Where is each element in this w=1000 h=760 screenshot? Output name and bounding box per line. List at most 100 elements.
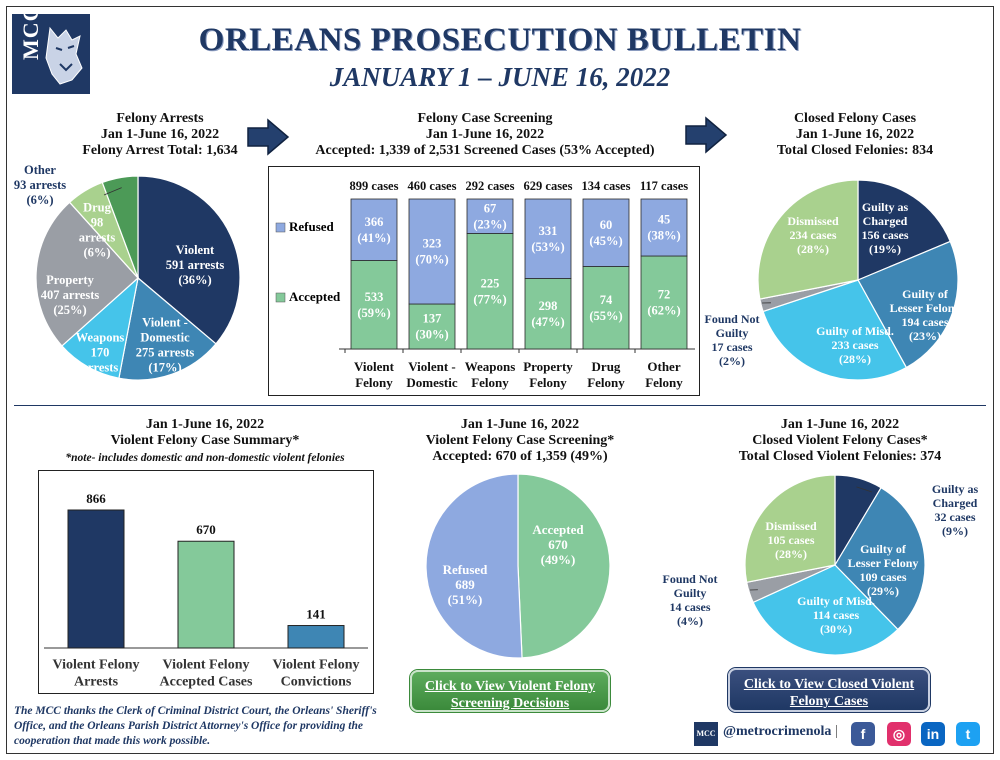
pie-label-refused: Refused 689 (51%) bbox=[443, 562, 489, 607]
pie-slice-guilty-of-misd bbox=[762, 279, 908, 381]
bar-accepted-drug-felony bbox=[582, 266, 630, 350]
x-tick-label: Violent -Domestic bbox=[406, 359, 457, 390]
closed-felony-header: Closed Felony Cases Jan 1-June 16, 2022 … bbox=[740, 111, 970, 159]
bar-value-label: 866 bbox=[86, 491, 106, 506]
pie-label-weapons: Weapons 170 arrests (10%) bbox=[76, 331, 125, 390]
bar-total-label: 629 cases bbox=[524, 179, 573, 193]
closed-violent-total: Total Closed Violent Felonies: 374 bbox=[738, 449, 942, 464]
view-closed-violent-button[interactable]: Click to View Closed Violent Felony Case… bbox=[728, 668, 930, 712]
bar-accepted-property-felony bbox=[524, 278, 572, 350]
arrow-right-icon bbox=[685, 116, 728, 154]
x-tick-label: Drug Felony bbox=[587, 359, 625, 390]
pie-label-guilty-of-misd: Guilty of Misd. 114 cases (30%) bbox=[797, 594, 875, 636]
felony-arrests-title: Felony Arrests bbox=[116, 111, 204, 126]
pie-label-violent: Violent 591 arrests (36%) bbox=[166, 243, 225, 287]
bulletin-date-range: JANUARY 1 – JUNE 16, 2022 bbox=[329, 62, 671, 92]
pie-slice-property bbox=[35, 201, 139, 347]
legend-refused-swatch bbox=[275, 222, 286, 233]
bulletin-frame bbox=[6, 6, 994, 754]
bar-refused-drug-felony bbox=[582, 198, 630, 267]
logo-text: MCC bbox=[18, 4, 43, 60]
pie-slice-violent bbox=[137, 175, 241, 345]
social-handle[interactable]: @metrocrimenola bbox=[723, 724, 832, 739]
felony-screening-dates: Jan 1-June 16, 2022 bbox=[425, 127, 545, 142]
pie-slice-accepted bbox=[517, 473, 611, 659]
legend-accepted-swatch bbox=[275, 292, 286, 303]
bar-total-label: 134 cases bbox=[582, 179, 631, 193]
violent-screening-pie-chart: Accepted 670 (49%) Refused 689 (51%) bbox=[425, 473, 611, 659]
pie-label-guilty-of-lesser-felony: Guilty of Lesser Felony 109 cases (29%) bbox=[848, 542, 919, 598]
pie-label-guilty-as-charged: Guilty as Charged 156 cases (19%) bbox=[862, 200, 909, 256]
mcc-small-logo: MCC bbox=[694, 722, 718, 746]
facebook-icon[interactable]: f bbox=[851, 722, 875, 746]
pie-leader-line bbox=[856, 486, 873, 493]
linkedin-icon[interactable]: in bbox=[921, 722, 945, 746]
pie-label-found-not-guilty: Found Not Guilty 14 cases (4%) bbox=[662, 572, 717, 628]
violent-screening-dates: Jan 1-June 16, 2022 bbox=[460, 417, 580, 432]
felony-screening-title: Felony Case Screening bbox=[417, 111, 553, 126]
wolf-icon bbox=[45, 26, 83, 85]
felony-arrests-pie-chart: Violent 591 arrests (36%) Violent -Domestic… bbox=[14, 163, 241, 390]
pie-label-guilty-of-lesser-felony: Guilty of Lesser Felony 194 cases (23%) bbox=[890, 287, 961, 343]
x-tick-label: Weapons Felony bbox=[465, 359, 516, 390]
bar-label-refused: 67 (23%) bbox=[473, 201, 506, 231]
pie-slice-dismissed bbox=[744, 474, 836, 583]
pie-slice-dismissed bbox=[757, 179, 859, 300]
felony-arrests-dates: Jan 1-June 16, 2022 bbox=[100, 127, 220, 142]
bar-total-label: 460 cases bbox=[408, 179, 457, 193]
view-screening-decisions-button[interactable]: Click to View Violent Felony Screening D… bbox=[410, 670, 610, 712]
bar-refused-other-felony bbox=[640, 198, 688, 257]
pie-label-other: Other 93 arrests (6%) bbox=[14, 163, 66, 207]
felony-screening-header: Felony Case Screening Jan 1-June 16, 202… bbox=[290, 111, 680, 159]
bar-accepted-violent-domestic bbox=[408, 303, 456, 350]
x-tick-label: Violent Felony Convictions bbox=[273, 658, 360, 690]
bar-refused-violent-domestic bbox=[408, 198, 456, 305]
bar-refused-weapons-felony bbox=[466, 198, 514, 234]
bar-violent-felony-accepted-cases bbox=[177, 540, 235, 649]
bar-label-accepted: 72 (62%) bbox=[647, 288, 680, 318]
social-separator: | bbox=[835, 723, 839, 739]
violent-summary-bar-chart: 866 Violent Felony Arrests 670 Violent Felon… bbox=[44, 491, 368, 690]
bar-total-label: 117 cases bbox=[640, 179, 688, 193]
twitter-icon[interactable]: t bbox=[956, 722, 980, 746]
section-divider bbox=[14, 405, 986, 406]
bar-value-label: 141 bbox=[306, 607, 326, 622]
felony-arrests-header: Felony Arrests Jan 1-June 16, 2022 Felon… bbox=[40, 111, 280, 159]
violent-screening-header: Jan 1-June 16, 2022 Violent Felony Case … bbox=[400, 417, 640, 465]
arrow-right-icon bbox=[247, 118, 290, 156]
violent-screening-accepted: Accepted: 670 of 1,359 (49%) bbox=[432, 449, 608, 464]
x-tick-label: Other Felony bbox=[645, 359, 683, 390]
bar-label-refused: 331 (53%) bbox=[531, 224, 564, 254]
instagram-icon[interactable]: ◎ bbox=[887, 722, 911, 746]
pie-label-drug: Drug 98 arrests (6%) bbox=[79, 201, 116, 260]
bar-total-label: 292 cases bbox=[466, 179, 515, 193]
closed-violent-title: Closed Violent Felony Cases* bbox=[752, 433, 928, 448]
bar-label-accepted: 74 (55%) bbox=[589, 293, 622, 323]
violent-screening-title: Violent Felony Case Screening* bbox=[425, 433, 615, 448]
pie-leader-line bbox=[103, 187, 122, 196]
pie-label-guilty-of-misd: Guilty of Misd. 233 cases (28%) bbox=[816, 324, 894, 366]
bar-label-accepted: 225 (77%) bbox=[473, 276, 506, 306]
closed-violent-header: Jan 1-June 16, 2022 Closed Violent Felon… bbox=[720, 417, 960, 465]
bar-total-label: 899 cases bbox=[350, 179, 399, 193]
pie-label-guilty-as-charged: Guilty as Charged 32 cases (9%) bbox=[932, 482, 979, 538]
bar-label-refused: 45 (38%) bbox=[647, 213, 680, 243]
bar-accepted-violent-felony bbox=[350, 260, 398, 350]
closed-felony-pie-chart: Guilty as Charged 156 cases (19%) Guilty of L… bbox=[704, 179, 961, 381]
closed-violent-pie-chart: Guilty as Charged 32 cases (9%) Guilty of Les… bbox=[662, 474, 979, 656]
x-tick-label: Property Felony bbox=[523, 359, 573, 390]
violent-summary-note: *note- includes domestic and non-domesti… bbox=[65, 452, 345, 464]
pie-slice-guilty-of-lesser-felony bbox=[857, 240, 959, 369]
bar-refused-violent-felony bbox=[350, 198, 398, 261]
violent-summary-chart-box bbox=[38, 470, 374, 694]
legend-refused-label: Refused bbox=[289, 219, 335, 234]
bulletin-title: ORLEANS PROSECUTION BULLETIN bbox=[198, 22, 802, 58]
bar-label-accepted: 137 (30%) bbox=[415, 312, 448, 342]
mcc-logo: MCC bbox=[12, 4, 90, 94]
bar-label-refused: 323 (70%) bbox=[415, 237, 448, 267]
closed-felony-title: Closed Felony Cases bbox=[793, 111, 917, 126]
violent-summary-dates: Jan 1-June 16, 2022 bbox=[145, 417, 265, 432]
pie-slice-guilty-of-misd bbox=[752, 564, 899, 656]
pie-label-dismissed: Dismissed 105 cases (28%) bbox=[765, 519, 817, 561]
closed-felony-dates: Jan 1-June 16, 2022 bbox=[795, 127, 915, 142]
